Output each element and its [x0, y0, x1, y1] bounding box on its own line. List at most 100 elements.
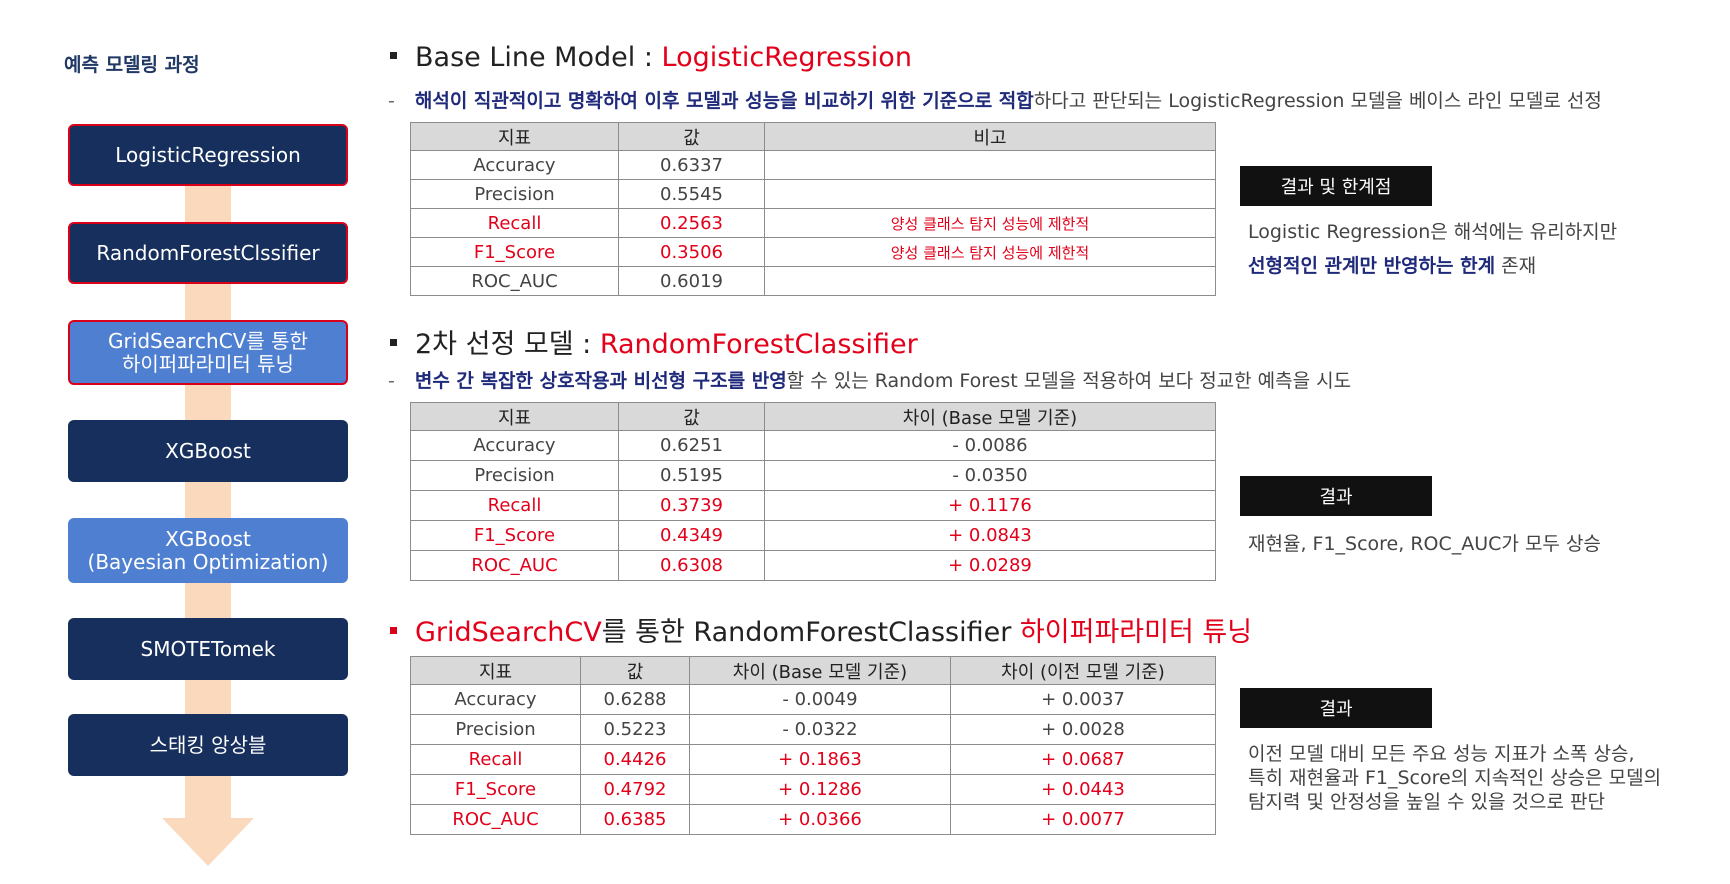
step-label-line1: GridSearchCV를 통한	[108, 328, 308, 353]
table-row: ROC_AUC 0.6385 + 0.0366 + 0.0077	[410, 804, 1216, 835]
value-cell: 0.3739	[618, 490, 765, 521]
section1-description: - 해석이 직관적이고 명확하여 이후 모델과 성능을 비교하기 위한 기준으로 …	[388, 86, 1602, 113]
metric-cell: F1_Score	[410, 520, 619, 551]
step-label-line2: (Bayesian Optimization)	[87, 549, 329, 574]
value-cell: 0.6337	[618, 150, 765, 180]
randomforest-metrics-table: 지표 값 차이 (Base 모델 기준) Accuracy 0.6251 - 0…	[410, 402, 1216, 581]
header-cell: 지표	[410, 122, 619, 151]
value-cell: 0.6288	[580, 684, 690, 715]
metric-cell: Accuracy	[410, 150, 619, 180]
diff-cell: + 0.0289	[764, 550, 1216, 581]
table-row: Recall 0.4426 + 0.1863 + 0.0687	[410, 744, 1216, 775]
step-label-line1: XGBoost	[165, 526, 251, 551]
step-random-forest[interactable]: RandomForestClssifier	[68, 222, 348, 284]
diff-cell: - 0.0086	[764, 430, 1216, 461]
header-cell: 차이 (Base 모델 기준)	[689, 656, 951, 685]
value-cell: 0.6251	[618, 430, 765, 461]
process-title: 예측 모델링 과정	[64, 54, 200, 76]
desc-dash: -	[388, 90, 395, 112]
header-cell: 차이 (Base 모델 기준)	[764, 402, 1216, 431]
diff-prev-cell: + 0.0037	[950, 684, 1216, 715]
table-header-row: 지표 값 차이 (Base 모델 기준)	[410, 402, 1216, 431]
bullet-icon	[390, 627, 397, 634]
diff-base-cell: - 0.0049	[689, 684, 951, 715]
header-cell: 값	[580, 656, 690, 685]
metric-cell: Recall	[410, 744, 581, 775]
table-row: Accuracy 0.6251 - 0.0086	[410, 430, 1216, 461]
baseline-metrics-table: 지표 값 비고 Accuracy 0.6337 Precision 0.5545…	[410, 122, 1216, 296]
bullet-icon	[390, 52, 397, 59]
step-smotetomek[interactable]: SMOTETomek	[68, 618, 348, 680]
table-row: Precision 0.5223 - 0.0322 + 0.0028	[410, 714, 1216, 745]
value-cell: 0.4349	[618, 520, 765, 551]
table-row: ROC_AUC 0.6308 + 0.0289	[410, 550, 1216, 581]
metric-cell: Precision	[410, 179, 619, 209]
step-xgboost-bayesian[interactable]: XGBoost (Bayesian Optimization)	[68, 518, 348, 583]
header-cell: 차이 (이전 모델 기준)	[950, 656, 1216, 685]
metric-cell: Accuracy	[410, 430, 619, 461]
result-line2-rest: 존재	[1495, 255, 1537, 277]
desc-dash: -	[388, 370, 395, 392]
table-row: Accuracy 0.6337	[410, 150, 1216, 180]
metric-cell: Precision	[410, 460, 619, 491]
step-gridsearch-tuning[interactable]: GridSearchCV를 통한 하이퍼파라미터 튜닝	[68, 320, 348, 385]
section1-result-label: 결과 및 한계점	[1240, 166, 1432, 206]
value-cell: 0.2563	[618, 208, 765, 238]
diff-prev-cell: + 0.0077	[950, 804, 1216, 835]
desc-highlight: 해석이 직관적이고 명확하여 이후 모델과 성능을 비교하기 위한 기준으로 적…	[414, 90, 1034, 112]
diff-base-cell: + 0.0366	[689, 804, 951, 835]
note-cell: 양성 클래스 탐지 성능에 제한적	[764, 208, 1216, 238]
table-row: Accuracy 0.6288 - 0.0049 + 0.0037	[410, 684, 1216, 715]
header-cell: 비고	[764, 122, 1216, 151]
section3-result-text: 이전 모델 대비 모든 주요 성능 지표가 소폭 상승, 특히 재현율과 F1_…	[1248, 742, 1661, 814]
metric-cell: F1_Score	[410, 237, 619, 267]
result-line3: 탐지력 및 안정성을 높일 수 있을 것으로 판단	[1248, 791, 1605, 813]
metric-cell: ROC_AUC	[410, 804, 581, 835]
note-cell	[764, 150, 1216, 180]
diff-base-cell: - 0.0322	[689, 714, 951, 745]
note-cell	[764, 266, 1216, 296]
metric-cell: ROC_AUC	[410, 266, 619, 296]
step-stacking-ensemble[interactable]: 스태킹 앙상블	[68, 714, 348, 776]
section2-result-label: 결과	[1240, 476, 1432, 516]
table-row: F1_Score 0.4792 + 0.1286 + 0.0443	[410, 774, 1216, 805]
table-row: Recall 0.2563 양성 클래스 탐지 성능에 제한적	[410, 208, 1216, 238]
metric-cell: F1_Score	[410, 774, 581, 805]
table-row: Precision 0.5545	[410, 179, 1216, 209]
result-line2: 특히 재현율과 F1_Score의 지속적인 상승은 모델의	[1248, 767, 1662, 789]
value-cell: 0.6308	[618, 550, 765, 581]
step-xgboost[interactable]: XGBoost	[68, 420, 348, 482]
step-label: XGBoost	[165, 438, 251, 463]
header-cell: 지표	[410, 402, 619, 431]
heading-red-part1: GridSearchCV	[415, 617, 602, 648]
flow-arrow-down-icon	[162, 818, 254, 866]
section2-description: - 변수 간 복잡한 상호작용과 비선형 구조를 반영할 수 있는 Random …	[388, 366, 1351, 393]
result-line1: Logistic Regression은 해석에는 유리하지만	[1248, 221, 1618, 243]
step-logistic-regression[interactable]: LogisticRegression	[68, 124, 348, 186]
result-line1: 이전 모델 대비 모든 주요 성능 지표가 소폭 상승,	[1248, 743, 1635, 765]
metric-cell: Recall	[410, 208, 619, 238]
metric-cell: ROC_AUC	[410, 550, 619, 581]
heading-model: RandomForestClassifier	[599, 329, 918, 360]
value-cell: 0.4792	[580, 774, 690, 805]
value-cell: 0.5545	[618, 179, 765, 209]
table-header-row: 지표 값 비고	[410, 122, 1216, 151]
header-cell: 지표	[410, 656, 581, 685]
table-row: Precision 0.5195 - 0.0350	[410, 460, 1216, 491]
table-row: Recall 0.3739 + 0.1176	[410, 490, 1216, 521]
metric-cell: Accuracy	[410, 684, 581, 715]
diff-prev-cell: + 0.0687	[950, 744, 1216, 775]
value-cell: 0.5195	[618, 460, 765, 491]
note-cell	[764, 179, 1216, 209]
result-line2-bold: 선형적인 관계만 반영하는 한계	[1248, 255, 1496, 277]
header-cell: 값	[618, 402, 765, 431]
value-cell: 0.4426	[580, 744, 690, 775]
note-cell: 양성 클래스 탐지 성능에 제한적	[764, 237, 1216, 267]
step-label: LogisticRegression	[115, 142, 301, 167]
section3-result-label: 결과	[1240, 688, 1432, 728]
desc-rest: 할 수 있는 Random Forest 모델을 적용하여 보다 정교한 예측을…	[786, 370, 1352, 392]
value-cell: 0.6385	[580, 804, 690, 835]
value-cell: 0.6019	[618, 266, 765, 296]
table-row: ROC_AUC 0.6019	[410, 266, 1216, 296]
diff-prev-cell: + 0.0443	[950, 774, 1216, 805]
